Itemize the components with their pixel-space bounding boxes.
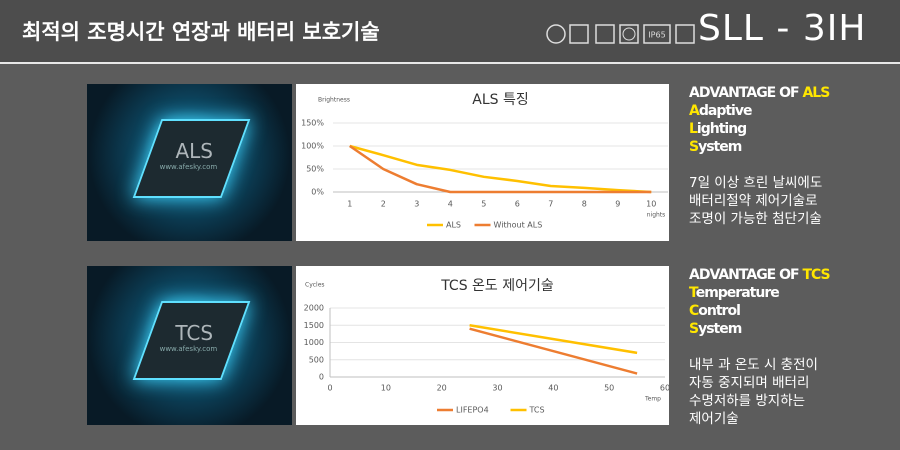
tcs-image: TCS www.afesky.com <box>87 266 292 425</box>
word-initial: T <box>689 285 697 301</box>
description-line: 배터리절약 제어기술로 <box>689 193 818 209</box>
y-tick-label: 0% <box>311 188 324 197</box>
x-tick-label: 20 <box>437 384 447 393</box>
chip: TCS www.afesky.com <box>132 301 251 380</box>
x-tick-label: 60 <box>660 384 669 393</box>
acronym-word: System <box>689 138 829 156</box>
acronym-word: System <box>689 320 830 338</box>
y-tick-label: 1500 <box>304 321 324 330</box>
series-line <box>469 327 638 375</box>
x-tick-label: 8 <box>582 200 587 209</box>
y-axis-label: Brightness <box>318 97 350 104</box>
word-rest: emperature <box>695 285 780 301</box>
heading-text: ADVANTAGE OF <box>689 85 803 101</box>
x-tick-label: 50 <box>604 384 614 393</box>
x-tick-label: 6 <box>515 200 520 209</box>
word-rest: ystem <box>698 139 742 155</box>
header: 최적의 조명시간 연장과 배터리 보호기술 IP65 SLL - 3IH <box>0 0 900 64</box>
word-rest: ystem <box>698 321 742 337</box>
word-initial: S <box>689 139 699 155</box>
y-tick-label: 500 <box>309 355 324 364</box>
legend-label: TCS <box>529 406 545 415</box>
heading-text: ADVANTAGE OF <box>689 267 803 283</box>
x-tick-label: 5 <box>481 200 486 209</box>
als-chart: ALS 특징 Brightness nights 0% 50% 100% 150% 1 2 3 4 5… <box>296 84 669 241</box>
x-tick-label: 9 <box>615 200 620 209</box>
acronym-word: Control <box>689 302 830 320</box>
y-tick-label: 100% <box>301 142 324 151</box>
word-rest: ontrol <box>698 303 741 319</box>
x-tick-label: 2 <box>381 200 386 209</box>
y-tick-label: 50% <box>306 165 324 174</box>
model-name: SLL - 3IH <box>698 8 867 49</box>
word-initial: L <box>689 121 698 137</box>
als-panel: ADVANTAGE OF ALS Adaptive Lighting System 7일… <box>689 84 830 228</box>
panel-heading: ADVANTAGE OF ALS <box>689 84 830 102</box>
legend-label: Without ALS <box>494 221 543 230</box>
y-tick-label: 0 <box>319 373 324 382</box>
x-tick-label: 40 <box>548 384 558 393</box>
heading-highlight: TCS <box>802 267 830 283</box>
icon-label: IP65 <box>648 31 665 40</box>
y-axis-label: Cycles <box>305 282 325 289</box>
y-tick-label: 150% <box>301 119 324 128</box>
x-tick-label: 7 <box>548 200 553 209</box>
page-title: 최적의 조명시간 연장과 배터리 보호기술 <box>22 20 380 44</box>
chip-url: www.afesky.com <box>159 345 218 353</box>
description-line: 자동 중지되며 배터리 <box>689 375 810 391</box>
chart-title: TCS 온도 제어기술 <box>440 278 554 294</box>
x-tick-label: 1 <box>347 200 352 209</box>
x-tick-label: 4 <box>448 200 453 209</box>
chip: ALS www.afesky.com <box>132 119 251 198</box>
x-tick-label: 10 <box>381 384 391 393</box>
word-initial: C <box>689 303 699 319</box>
chart-title: ALS 특징 <box>472 92 528 108</box>
heading-highlight: ALS <box>802 85 830 101</box>
series-line <box>469 324 638 355</box>
legend-label: ALS <box>446 221 461 230</box>
description-line: 수명저하를 방지하는 <box>689 393 806 409</box>
icons: IP65 <box>546 24 695 44</box>
x-axis-label: nights <box>647 212 666 219</box>
x-axis-label: Temp <box>644 396 661 403</box>
acronym-word: Lighting <box>689 120 829 138</box>
series-line <box>349 144 652 194</box>
x-tick-label: 10 <box>646 200 656 209</box>
word-initial: S <box>689 321 699 337</box>
series-line <box>349 144 652 194</box>
description-line: 조명이 가능한 첨단기술 <box>689 211 822 227</box>
acronym-word: Temperature <box>689 284 830 302</box>
chip-label: TCS <box>175 321 214 345</box>
als-image: ALS www.afesky.com <box>87 84 292 241</box>
word-rest: daptive <box>698 103 753 119</box>
x-tick-label: 3 <box>414 200 419 209</box>
chip-url: www.afesky.com <box>159 163 218 171</box>
legend-label: LIFEPO4 <box>456 406 489 415</box>
description-line: 제어기술 <box>689 411 739 427</box>
x-tick-label: 30 <box>492 384 502 393</box>
word-rest: ighting <box>696 121 747 137</box>
y-tick-label: 1000 <box>304 338 324 347</box>
tcs-chart: TCS 온도 제어기술 Cycles Temp 0 500 1000 1500 2000 0 10… <box>296 266 669 425</box>
description-line: 7일 이상 흐린 날씨에도 <box>689 175 823 191</box>
chip-label: ALS <box>175 139 213 163</box>
x-tick-label: 0 <box>327 384 332 393</box>
word-initial: A <box>689 103 700 119</box>
y-tick-label: 2000 <box>304 304 324 313</box>
acronym-word: Adaptive <box>689 102 829 120</box>
tcs-panel: ADVANTAGE OF TCS Temperature Control System… <box>689 266 831 428</box>
description-line: 내부 과 온도 시 충전이 <box>689 357 818 373</box>
panel-heading: ADVANTAGE OF TCS <box>689 266 831 284</box>
